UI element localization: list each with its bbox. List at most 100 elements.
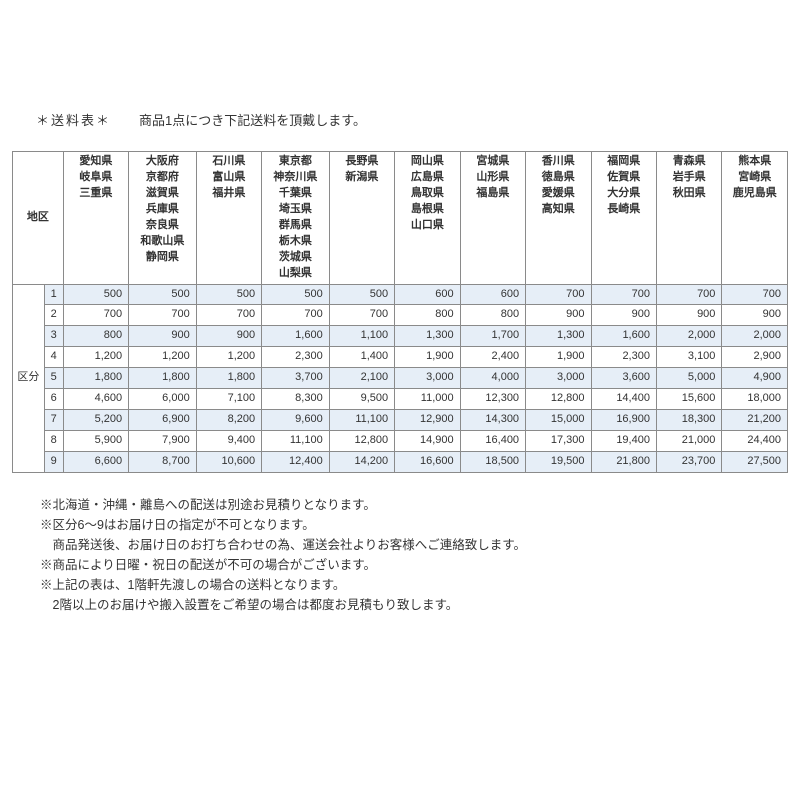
- fee-cell: 5,200: [63, 410, 128, 431]
- fee-row: 75,2006,9008,2009,60011,10012,90014,3001…: [13, 410, 788, 431]
- shipping-fee-page: ＊送料表＊ 商品1点につき下記送料を頂戴します。 地区 愛知県岐阜県三重県大阪府…: [0, 0, 800, 615]
- pref-label: 東京都: [265, 154, 326, 170]
- pref-label: 大分県: [595, 186, 653, 202]
- fee-cell: 500: [129, 284, 197, 305]
- fee-cell: 1,200: [129, 347, 197, 368]
- fee-cell: 7,100: [196, 389, 261, 410]
- fee-cell: 19,500: [526, 452, 591, 473]
- pref-label: 長崎県: [595, 202, 653, 218]
- fee-cell: 8,300: [262, 389, 330, 410]
- pref-label: 佐賀県: [595, 170, 653, 186]
- fee-cell: 23,700: [656, 452, 721, 473]
- fee-cell: 1,600: [262, 326, 330, 347]
- fee-cell: 1,900: [395, 347, 460, 368]
- kubun-label: 区分: [17, 371, 39, 383]
- fee-cell: 6,900: [129, 410, 197, 431]
- fee-cell: 3,600: [591, 368, 656, 389]
- fee-cell: 12,800: [329, 431, 394, 452]
- fee-cell: 700: [196, 305, 261, 326]
- fee-cell: 900: [196, 326, 261, 347]
- row-index: 3: [44, 326, 63, 347]
- fee-cell: 8,200: [196, 410, 261, 431]
- fee-cell: 2,900: [722, 347, 788, 368]
- fee-row: 2700700700700700800800900900900900: [13, 305, 788, 326]
- fee-cell: 12,900: [395, 410, 460, 431]
- pref-label: 山形県: [464, 170, 522, 186]
- pref-label: 京都府: [132, 170, 193, 186]
- fee-cell: 1,300: [526, 326, 591, 347]
- chiku-label: 地区: [27, 211, 49, 223]
- fee-cell: 3,000: [395, 368, 460, 389]
- pref-label: 広島県: [398, 170, 456, 186]
- pref-label: 新潟県: [333, 170, 391, 186]
- pref-label: 三重県: [67, 186, 125, 202]
- fee-cell: 8,700: [129, 452, 197, 473]
- fee-cell: 600: [460, 284, 525, 305]
- fee-cell: 18,500: [460, 452, 525, 473]
- fee-cell: 1,300: [395, 326, 460, 347]
- note-line: ※北海道・沖縄・離島への配送は別途お見積りとなります。: [40, 495, 788, 515]
- fee-cell: 500: [262, 284, 330, 305]
- fee-cell: 700: [591, 284, 656, 305]
- fee-cell: 700: [329, 305, 394, 326]
- fee-cell: 21,000: [656, 431, 721, 452]
- fee-cell: 800: [395, 305, 460, 326]
- pref-label: 秋田県: [660, 186, 718, 202]
- row-index: 9: [44, 452, 63, 473]
- pref-label: 高知県: [529, 202, 587, 218]
- fee-cell: 14,300: [460, 410, 525, 431]
- fee-cell: 1,200: [63, 347, 128, 368]
- pref-label: 兵庫県: [132, 202, 193, 218]
- pref-label: 香川県: [529, 154, 587, 170]
- fee-cell: 1,100: [329, 326, 394, 347]
- pref-label: 栃木県: [265, 234, 326, 250]
- fee-cell: 18,300: [656, 410, 721, 431]
- fee-cell: 3,100: [656, 347, 721, 368]
- fee-cell: 2,000: [656, 326, 721, 347]
- fee-row: 41,2001,2001,2002,3001,4001,9002,4001,90…: [13, 347, 788, 368]
- fee-cell: 12,400: [262, 452, 330, 473]
- fee-cell: 16,400: [460, 431, 525, 452]
- fee-cell: 12,300: [460, 389, 525, 410]
- pref-label: 埼玉県: [265, 202, 326, 218]
- row-index: 7: [44, 410, 63, 431]
- note-line: ※区分6～9はお届け日の指定が不可となります。: [40, 515, 788, 535]
- fee-cell: 700: [262, 305, 330, 326]
- row-index: 8: [44, 431, 63, 452]
- pref-label: 大阪府: [132, 154, 193, 170]
- fee-tbody: 区分15005005005005006006007007007007002700…: [13, 284, 788, 472]
- pref-label: 石川県: [200, 154, 258, 170]
- pref-label: 茨城県: [265, 250, 326, 266]
- fee-cell: 21,200: [722, 410, 788, 431]
- fee-cell: 6,600: [63, 452, 128, 473]
- row-index: 5: [44, 368, 63, 389]
- fee-cell: 5,000: [656, 368, 721, 389]
- pref-label: 愛媛県: [529, 186, 587, 202]
- pref-label: 神奈川県: [265, 170, 326, 186]
- fee-cell: 2,400: [460, 347, 525, 368]
- shipping-fee-table: 地区 愛知県岐阜県三重県大阪府京都府滋賀県兵庫県奈良県和歌山県静岡県石川県富山県…: [12, 151, 788, 473]
- fee-cell: 15,000: [526, 410, 591, 431]
- pref-label: 岡山県: [398, 154, 456, 170]
- fee-cell: 700: [129, 305, 197, 326]
- fee-cell: 10,600: [196, 452, 261, 473]
- fee-cell: 500: [329, 284, 394, 305]
- fee-cell: 1,700: [460, 326, 525, 347]
- fee-cell: 500: [63, 284, 128, 305]
- fee-cell: 1,800: [63, 368, 128, 389]
- note-line: ※商品により日曜・祝日の配送が不可の場合がございます。: [40, 555, 788, 575]
- pref-label: 岐阜県: [67, 170, 125, 186]
- fee-cell: 1,600: [591, 326, 656, 347]
- fee-cell: 9,600: [262, 410, 330, 431]
- fee-cell: 17,300: [526, 431, 591, 452]
- pref-label: 福井県: [200, 186, 258, 202]
- fee-row: 51,8001,8001,8003,7002,1003,0004,0003,00…: [13, 368, 788, 389]
- fee-cell: 1,800: [129, 368, 197, 389]
- fee-cell: 16,600: [395, 452, 460, 473]
- fee-row: 38009009001,6001,1001,3001,7001,3001,600…: [13, 326, 788, 347]
- pref-label: 福岡県: [595, 154, 653, 170]
- fee-row: 区分1500500500500500600600700700700700: [13, 284, 788, 305]
- fee-cell: 4,900: [722, 368, 788, 389]
- fee-cell: 900: [526, 305, 591, 326]
- note-line: ※上記の表は、1階軒先渡しの場合の送料となります。: [40, 575, 788, 595]
